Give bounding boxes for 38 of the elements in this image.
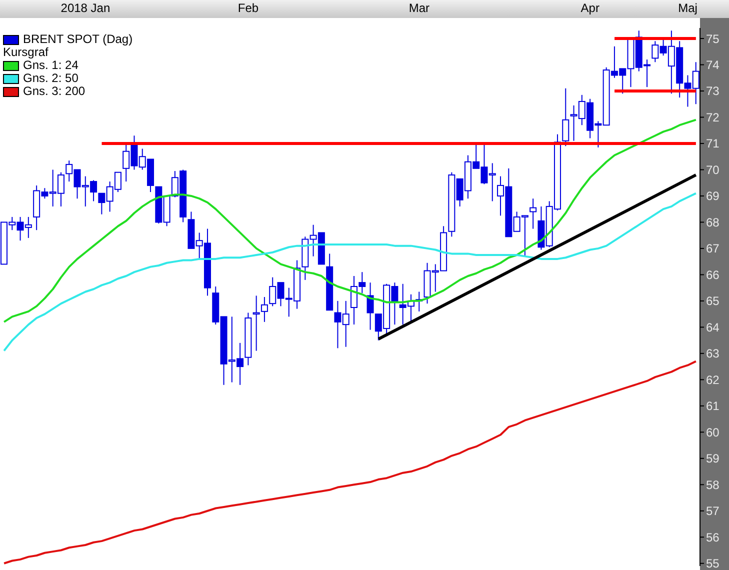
x-tick-label: Mar	[408, 1, 430, 15]
y-tick-label: 75	[706, 32, 720, 46]
x-tick-label: Maj	[678, 1, 698, 15]
y-tick-label: 72	[706, 110, 720, 124]
y-tick-label: 56	[706, 530, 720, 544]
legend-label: BRENT SPOT (Dag)	[23, 32, 133, 46]
legend-label: Gns. 1: 24	[23, 58, 78, 72]
y-tick-label: 70	[706, 162, 720, 177]
y-tick-label: 66	[706, 268, 720, 282]
legend-label: Gns. 3: 200	[23, 84, 86, 98]
y-tick-label: 68	[706, 215, 720, 230]
y-tick-label: 67	[706, 242, 720, 256]
y-tick-label: 65	[706, 294, 720, 308]
y-tick-label: 58	[706, 478, 720, 492]
candlestick	[252, 295, 260, 352]
y-tick-label: 74	[706, 58, 720, 72]
candlestick	[260, 296, 268, 322]
legend-label: Gns. 2: 50	[23, 71, 78, 85]
line-series	[3, 360, 697, 564]
y-tick-label: 60	[706, 425, 720, 440]
y-tick-label: 63	[706, 346, 720, 361]
y-tick-label: 62	[706, 372, 720, 387]
line-series	[3, 118, 697, 323]
y-tick-label: 59	[706, 452, 720, 466]
y-tick-label: 73	[706, 84, 720, 98]
x-tick-label: 2018 Jan	[60, 1, 110, 15]
x-tick-label: Apr	[580, 1, 600, 15]
candlestick	[562, 88, 570, 147]
y-tick-label: 71	[706, 136, 720, 151]
y-tick-label: 61	[706, 399, 720, 414]
line-series	[3, 192, 697, 352]
y-tick-label: 69	[706, 189, 720, 204]
y-tick-label: 57	[706, 504, 720, 518]
legend-title: Kursgraf	[3, 45, 50, 59]
y-tick-label: 64	[706, 320, 720, 334]
candlestick	[530, 198, 537, 230]
y-tick-label: 55	[706, 556, 720, 570]
x-tick-label: Feb	[238, 1, 259, 15]
